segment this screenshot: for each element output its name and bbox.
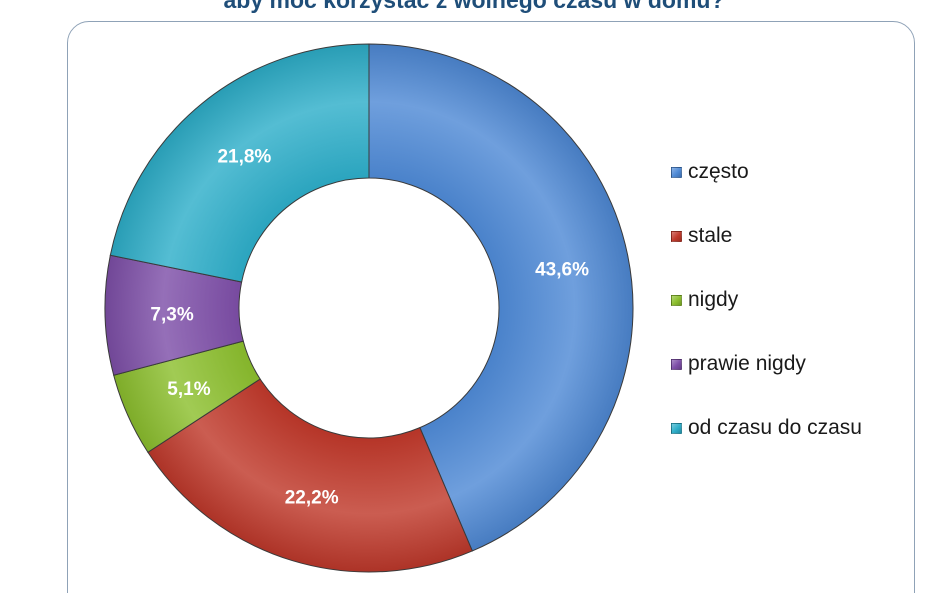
chart-title: aby móc korzystać z wolnego czasu w domu…: [223, 0, 725, 13]
data-label-od-czasu-do-czasu: 21,8%: [217, 146, 271, 167]
donut-data-labels: 43,6% 22,2% 5,1% 7,3% 21,8%: [150, 146, 589, 508]
slice-czesto: [368, 43, 634, 552]
donut-slices: [104, 43, 634, 573]
legend-item-czesto: często: [671, 160, 862, 224]
legend-label-od-czasu-do-czasu: od czasu do czasu: [688, 416, 862, 439]
legend-swatch-czesto: [671, 167, 682, 178]
legend-label-czesto: często: [688, 160, 749, 183]
legend-item-od-czasu-do-czasu: od czasu do czasu: [671, 416, 862, 480]
legend-item-stale: stale: [671, 224, 862, 288]
legend-item-prawie-nigdy: prawie nigdy: [671, 352, 862, 416]
legend-swatch-prawie-nigdy: [671, 359, 682, 370]
legend-swatch-stale: [671, 231, 682, 242]
slice-stale: [147, 378, 473, 573]
data-label-prawie-nigdy: 7,3%: [150, 305, 193, 326]
data-label-czesto: 43,6%: [535, 260, 589, 281]
data-label-nigdy: 5,1%: [167, 379, 210, 400]
slice-od-czasu-do-czasu: [109, 43, 370, 283]
chart-legend: często stale nigdy prawie nigdy od czasu…: [671, 160, 862, 480]
legend-label-prawie-nigdy: prawie nigdy: [688, 352, 806, 375]
legend-item-nigdy: nigdy: [671, 288, 862, 352]
legend-label-nigdy: nigdy: [688, 288, 739, 311]
legend-swatch-nigdy: [671, 295, 682, 306]
data-label-stale: 22,2%: [285, 487, 339, 508]
legend-label-stale: stale: [688, 224, 733, 247]
legend-swatch-od-czasu-do-czasu: [671, 423, 682, 434]
